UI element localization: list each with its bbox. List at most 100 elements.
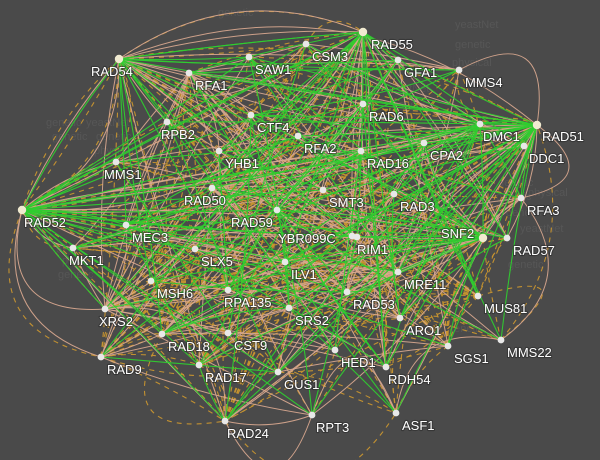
- graph-edge: [100, 261, 286, 358]
- graph-node-gus1[interactable]: [274, 368, 282, 376]
- graph-node-rad3[interactable]: [390, 190, 398, 198]
- graph-node-mms4[interactable]: [455, 66, 463, 74]
- graph-edge: [21, 209, 226, 422]
- graph-node-mms22[interactable]: [497, 336, 505, 344]
- graph-node-rad24[interactable]: [221, 417, 229, 425]
- graph-edge: [21, 58, 120, 211]
- graph-edge: [118, 58, 336, 351]
- graph-node-yhb1[interactable]: [215, 147, 223, 155]
- graph-edge: [276, 150, 362, 211]
- graph-edge: [479, 121, 538, 126]
- graph-node-rpa135[interactable]: [224, 286, 232, 294]
- graph-node-rad9[interactable]: [97, 353, 105, 361]
- graph-node-rfa2[interactable]: [294, 132, 302, 140]
- graph-edge: [104, 290, 200, 366]
- graph-edge: [21, 189, 324, 211]
- graph-edge: [477, 124, 538, 297]
- graph-edge: [21, 209, 127, 226]
- graph-node-mus81[interactable]: [474, 292, 482, 300]
- graph-node-rdh54[interactable]: [382, 363, 390, 371]
- graph-node-ilv1[interactable]: [281, 258, 289, 266]
- graph-node-rad52[interactable]: [17, 205, 27, 215]
- graph-node-smt3[interactable]: [319, 186, 327, 194]
- graph-edge: [500, 124, 538, 341]
- graph-node-mec3[interactable]: [122, 221, 130, 229]
- node-label-csm3: CSM3: [312, 49, 348, 64]
- graph-edge: [500, 197, 549, 341]
- graph-node-rim1[interactable]: [353, 233, 361, 241]
- graph-node-ctf4[interactable]: [247, 111, 255, 119]
- graph-edge: [150, 280, 479, 297]
- graph-edge: [224, 124, 538, 422]
- watermark-text: yeastNet: [455, 19, 498, 31]
- graph-node-rad6[interactable]: [359, 100, 367, 108]
- node-label-aro1: ARO1: [406, 323, 441, 338]
- graph-node-aro1[interactable]: [396, 314, 404, 322]
- node-label-gfa1: GFA1: [404, 65, 437, 80]
- graph-node-srs2[interactable]: [285, 304, 293, 312]
- graph-edge: [385, 295, 479, 368]
- graph-edge: [334, 123, 481, 351]
- graph-node-rad51[interactable]: [532, 120, 542, 130]
- graph-node-saw1[interactable]: [245, 53, 253, 61]
- graph-node-msh6[interactable]: [147, 277, 155, 285]
- graph-node-rad16[interactable]: [357, 147, 365, 155]
- graph-node-cst9[interactable]: [224, 329, 232, 337]
- graph-node-slx5[interactable]: [191, 245, 199, 253]
- graph-edge: [118, 58, 425, 144]
- graph-edge: [118, 31, 364, 60]
- graph-edge: [115, 58, 132, 163]
- graph-node-gfa1[interactable]: [394, 56, 402, 64]
- graph-node-ddc1[interactable]: [520, 142, 528, 150]
- graph-node-rad18[interactable]: [158, 330, 166, 338]
- node-label-mre11: MRE11: [404, 277, 446, 292]
- graph-edge: [150, 280, 290, 309]
- graph-edge: [346, 271, 399, 293]
- graph-node-mms1[interactable]: [112, 158, 120, 166]
- graph-node-csm3[interactable]: [302, 40, 310, 48]
- graph-edge: [125, 187, 213, 226]
- graph-node-snf2[interactable]: [478, 233, 488, 243]
- graph-edge: [100, 295, 479, 358]
- label-layer: RAD54 CSM3 RAD55 SAW1 GFA1 MMS4 RFA1 RAD6 DMC1 RA…: [23, 36, 585, 442]
- graph-node-rpt3[interactable]: [308, 411, 316, 419]
- graph-edge: [211, 186, 278, 211]
- graph-node-rpb2[interactable]: [163, 118, 171, 126]
- graph-node-cpa2[interactable]: [420, 139, 428, 147]
- node-layer[interactable]: [17, 27, 542, 425]
- node-label-rad51: RAD51: [542, 129, 584, 144]
- graph-edge: [118, 58, 479, 297]
- graph-edge: [250, 69, 460, 116]
- graph-node-mkt1[interactable]: [69, 244, 77, 252]
- graph-edge: [118, 58, 226, 422]
- graph-edge: [100, 31, 364, 358]
- graph-node-mre11[interactable]: [394, 268, 402, 276]
- graph-node-rad55[interactable]: [358, 27, 368, 37]
- graph-edge: [72, 209, 278, 249]
- node-label-cpa2: CPA2: [430, 148, 463, 163]
- graph-node-asf1[interactable]: [392, 409, 400, 417]
- graph-edge: [125, 69, 460, 226]
- graph-edge: [21, 31, 364, 212]
- graph-node-rfa1[interactable]: [185, 69, 193, 77]
- graph-node-rad50[interactable]: [208, 184, 216, 192]
- graph-edge: [100, 193, 395, 358]
- graph-edge: [227, 31, 364, 291]
- graph-edge: [224, 114, 252, 422]
- graph-edge: [161, 103, 364, 335]
- graph-node-rad54[interactable]: [114, 54, 124, 64]
- graph-node-rad17[interactable]: [195, 361, 203, 369]
- graph-edge: [125, 135, 299, 226]
- graph-node-dmc1[interactable]: [476, 120, 484, 128]
- graph-node-rad59[interactable]: [273, 206, 281, 214]
- graph-node-hed1[interactable]: [331, 346, 339, 354]
- graph-edge: [277, 124, 538, 373]
- graph-node-rad57[interactable]: [503, 234, 511, 242]
- graph-edge: [224, 209, 278, 422]
- graph-node-rfa3[interactable]: [517, 194, 525, 202]
- graph-node-sgs1[interactable]: [444, 342, 452, 350]
- graph-node-rad53[interactable]: [343, 288, 351, 296]
- graph-node-xrs2[interactable]: [101, 305, 109, 313]
- graph-edge: [224, 412, 397, 460]
